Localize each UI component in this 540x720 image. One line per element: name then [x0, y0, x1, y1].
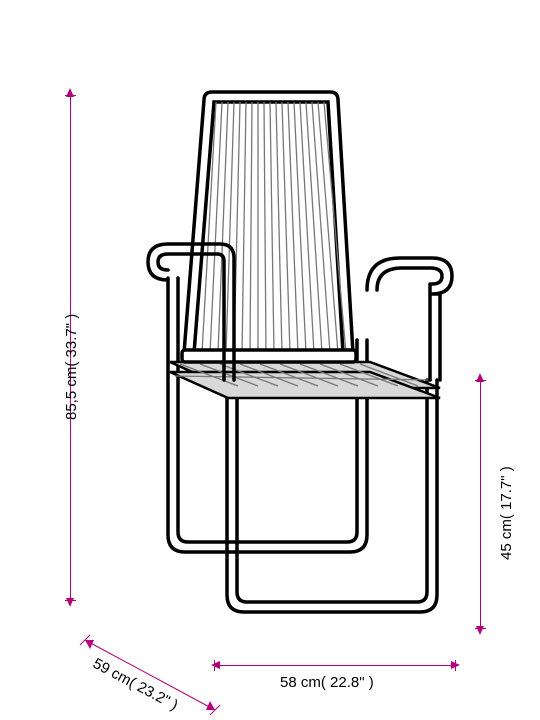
depth-in: 23.2": [134, 678, 172, 709]
tick-icon: [475, 380, 486, 381]
tick-icon: [455, 660, 456, 671]
width-in: 22.8": [330, 674, 365, 691]
label-total-height: 85,5 cm( 33.7" ): [63, 314, 80, 420]
tick-icon: [214, 660, 215, 671]
seat-height-cm: 45 cm: [498, 519, 515, 560]
tick-icon: [65, 600, 76, 601]
arrowhead-icon: [211, 661, 220, 669]
total-height-cm: 85,5 cm: [63, 367, 80, 420]
total-height-in: 33.7": [63, 323, 80, 358]
arrow-width: [218, 665, 453, 666]
chair-illustration: [120, 80, 450, 620]
label-seat-height: 45 cm( 17.7" ): [498, 466, 515, 560]
seat-height-in: 17.7": [498, 475, 515, 510]
label-width: 58 cm( 22.8" ): [280, 674, 374, 691]
tick-icon: [475, 628, 486, 629]
dimension-diagram: 85,5 cm( 33.7" ) 45 cm( 17.7" ) 58 cm( 2…: [0, 0, 540, 720]
arrow-seat-height: [480, 380, 481, 628]
depth-cm: 59 cm: [90, 655, 134, 689]
width-cm: 58 cm: [280, 674, 321, 691]
label-depth: 59 cm( 23.2" ): [90, 655, 181, 714]
tick-icon: [65, 95, 76, 96]
